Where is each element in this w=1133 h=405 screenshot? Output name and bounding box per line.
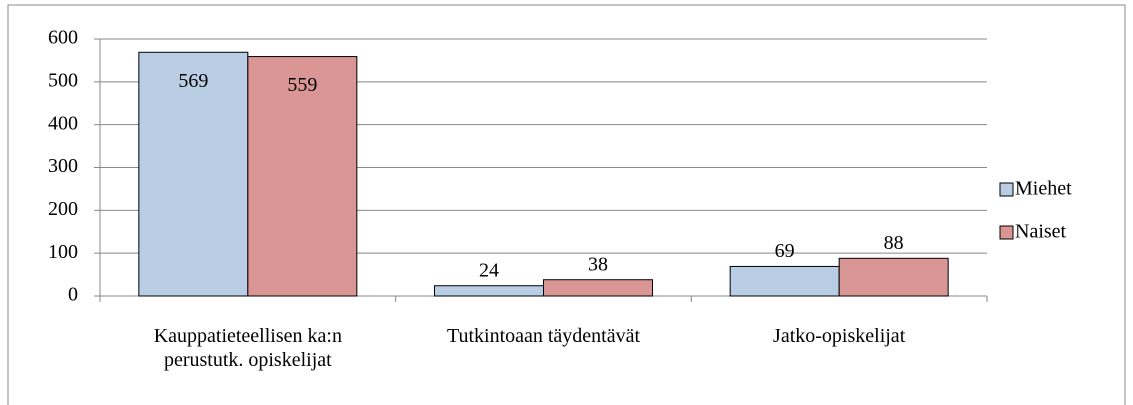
value-label: 24 [479, 259, 499, 281]
bar [138, 51, 249, 297]
y-tick-label: 600 [48, 27, 78, 49]
legend-swatch [999, 225, 1014, 240]
y-tick-label: 0 [68, 284, 78, 306]
bar [729, 265, 840, 297]
bar [434, 285, 544, 297]
bar [247, 56, 358, 297]
bar [543, 279, 653, 297]
bar [838, 257, 949, 297]
y-tick-label: 300 [48, 155, 78, 177]
y-tick-label: 100 [48, 241, 78, 263]
x-tick-label: Kauppatieteellisen ka:n perustutk. opisk… [153, 325, 342, 371]
value-label: 559 [287, 74, 317, 96]
x-tick-label: Tutkintoaan täydentävät [446, 325, 641, 347]
value-label: 88 [884, 232, 904, 254]
value-label: 69 [775, 240, 795, 262]
legend-swatch [999, 182, 1014, 197]
legend-label: Miehet [1015, 178, 1072, 200]
value-label: 38 [588, 253, 608, 275]
x-tick-label: Jatko-opiskelijat [773, 325, 906, 347]
chart-border [7, 4, 1126, 405]
y-tick-label: 400 [48, 112, 78, 134]
y-tick-label: 500 [48, 69, 78, 91]
y-tick-label: 200 [48, 198, 78, 220]
value-label: 569 [178, 70, 208, 92]
legend-label: Naiset [1015, 221, 1067, 243]
